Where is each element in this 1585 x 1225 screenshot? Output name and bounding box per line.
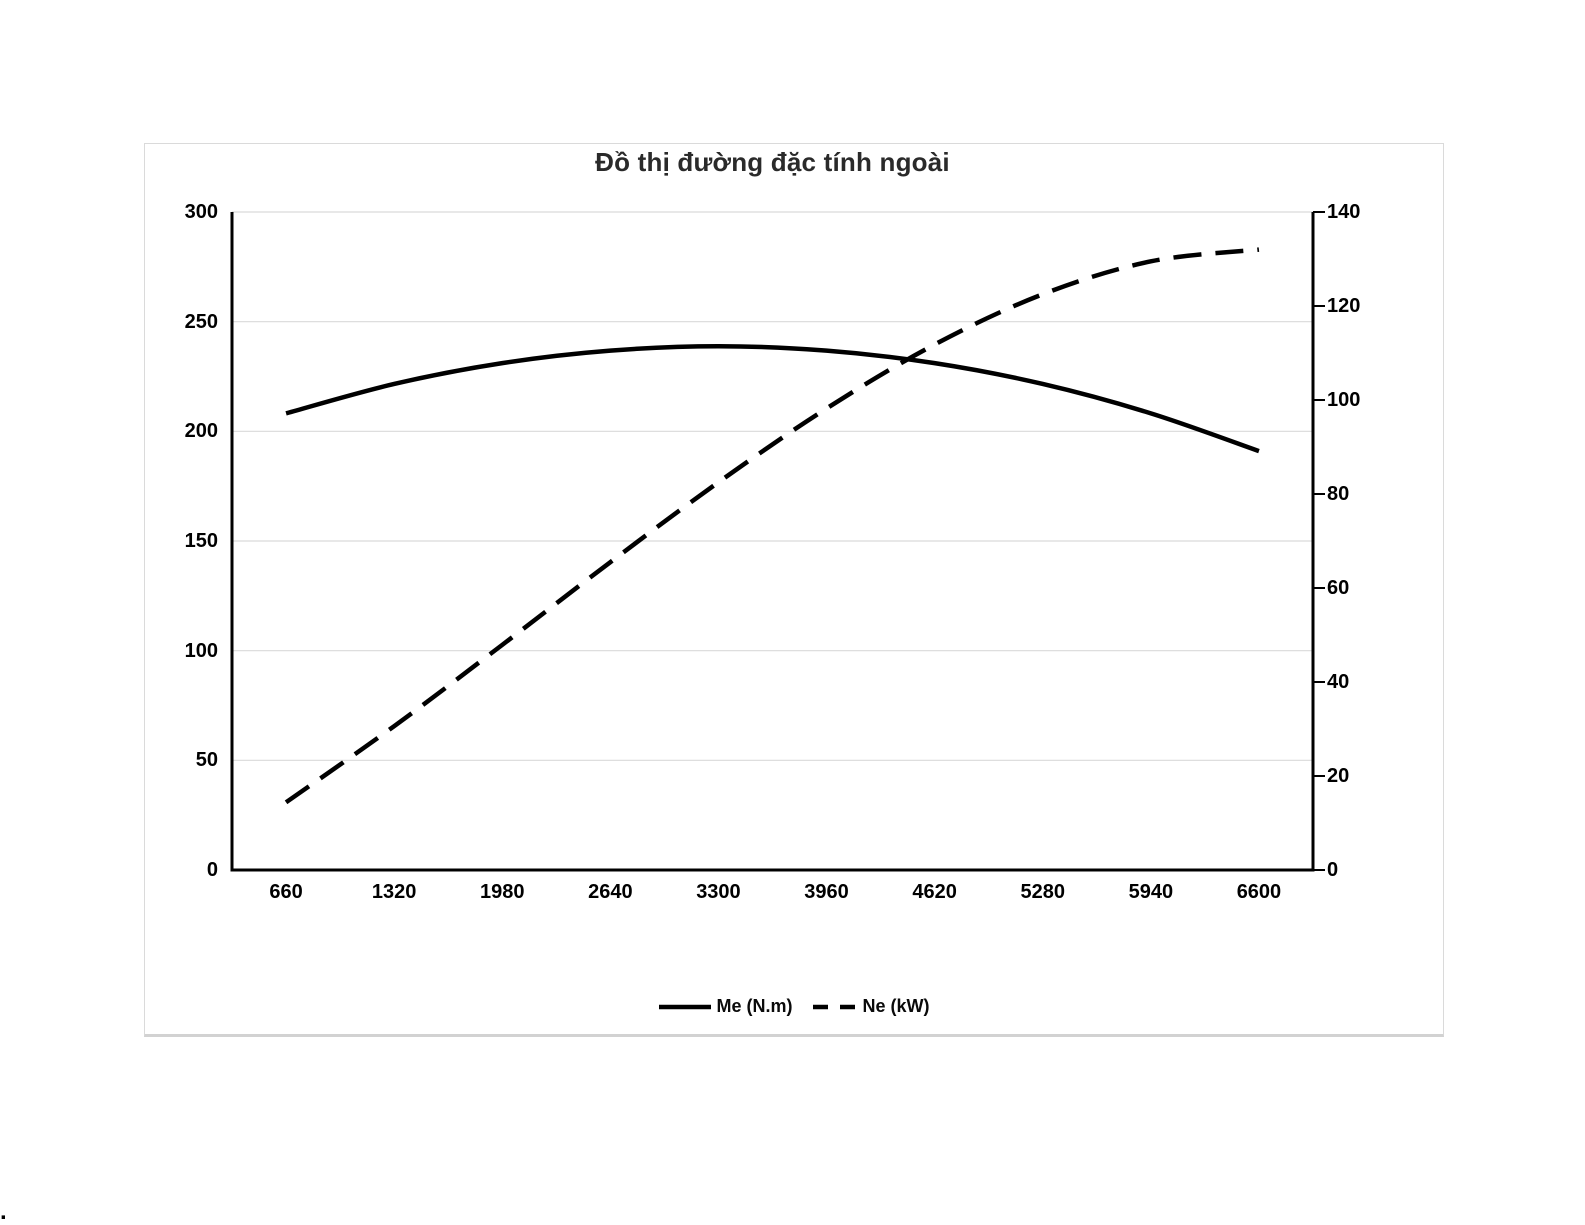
x-axis-tick-label: 1980 [480, 881, 525, 903]
stray-dot-artifact: . [0, 1198, 7, 1225]
y-axis-left-tick-label: 100 [184, 639, 218, 662]
chart-frame: Đồ thị đường đặc tính ngoài 0 50 100 150 200… [144, 143, 1444, 1037]
y-axis-right-tick-label: 120 [1327, 295, 1361, 317]
x-axis-tick-label: 3960 [804, 881, 849, 903]
legend-label-me: Me (N.m) [716, 996, 793, 1016]
dashed-line-sample-icon [812, 1004, 857, 1009]
y-axis-left-tick-label: 250 [184, 310, 218, 333]
x-axis-tick-label: 5940 [1128, 881, 1174, 903]
y-axis-left-tick-label: 50 [195, 749, 218, 772]
x-axis-tick-label: 6600 [1236, 881, 1282, 903]
y-axis-left-tick-label: 200 [184, 420, 218, 443]
y-axis-right-tick-label: 60 [1327, 577, 1350, 599]
y-axis-right-tick-label: 20 [1327, 765, 1350, 787]
legend-label-ne: Ne (kW) [862, 996, 930, 1016]
y-axis-left-tick-label: 150 [184, 530, 218, 552]
legend: Me (N.m) Ne (kW) [145, 996, 1443, 1017]
y-axis-right-tick-label: 0 [1327, 859, 1339, 881]
plot-area [230, 211, 1325, 872]
y-axis-right-tick-label: 80 [1327, 483, 1350, 505]
x-axis-tick-label: 1320 [371, 881, 417, 903]
ne-curve [284, 247, 1260, 805]
x-axis-tick-label: 4620 [912, 881, 957, 903]
me-curve [285, 343, 1260, 454]
chart-title: Đồ thị đường đặc tính ngoài [595, 147, 950, 177]
x-axis-tick-label: 660 [269, 881, 303, 903]
y-axis-right-tick-label: 40 [1327, 671, 1350, 693]
y-axis-right-tick-label: 140 [1327, 201, 1361, 223]
legend-item-me: Me (N.m) [658, 996, 793, 1017]
x-axis-tick-label: 5280 [1020, 881, 1066, 903]
x-axis-tick-label: 2640 [588, 881, 633, 903]
x-axis-tick-label: 3300 [696, 881, 741, 903]
y-axis-left-tick-label: 0 [206, 859, 218, 881]
y-axis-right-tick-label: 100 [1327, 389, 1361, 411]
solid-line-sample-icon [658, 1004, 711, 1009]
legend-item-ne: Ne (kW) [812, 996, 930, 1017]
y-axis-left-tick-label: 300 [184, 201, 218, 223]
